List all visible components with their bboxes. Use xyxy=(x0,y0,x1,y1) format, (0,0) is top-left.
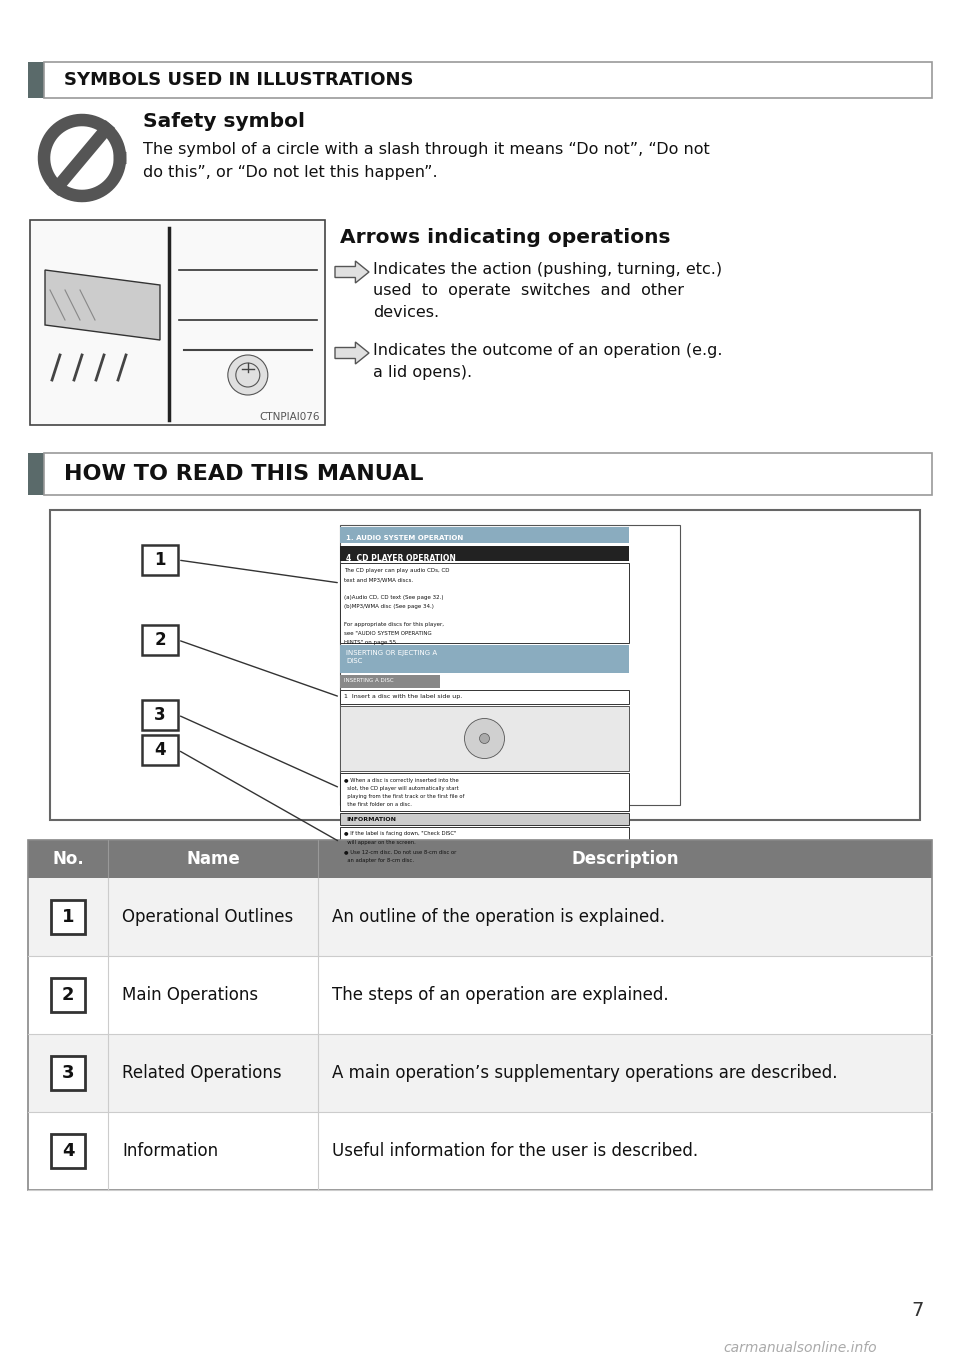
Text: Operational Outlines: Operational Outlines xyxy=(122,908,293,926)
Text: INSERTING OR EJECTING A
DISC: INSERTING OR EJECTING A DISC xyxy=(346,650,437,664)
Bar xyxy=(142,700,178,730)
Text: CTNPIAI076: CTNPIAI076 xyxy=(259,412,320,422)
Text: playing from the first track or the first file of: playing from the first track or the firs… xyxy=(344,794,465,800)
Text: 3: 3 xyxy=(61,1064,74,1083)
Text: a lid opens).: a lid opens). xyxy=(373,364,472,379)
Polygon shape xyxy=(335,341,369,364)
Bar xyxy=(28,1034,932,1112)
Text: 2: 2 xyxy=(61,986,74,1004)
Text: HOW TO READ THIS MANUAL: HOW TO READ THIS MANUAL xyxy=(64,464,423,484)
Text: 1  Insert a disc with the label side up.: 1 Insert a disc with the label side up. xyxy=(344,694,463,699)
Text: Indicates the outcome of an operation (e.g.: Indicates the outcome of an operation (e… xyxy=(373,343,723,358)
Text: Description: Description xyxy=(571,850,679,868)
Text: (a)Audio CD, CD text (See page 32.): (a)Audio CD, CD text (See page 32.) xyxy=(344,596,444,600)
Text: 1. AUDIO SYSTEM OPERATION: 1. AUDIO SYSTEM OPERATION xyxy=(346,534,464,541)
Text: For appropriate discs for this player,: For appropriate discs for this player, xyxy=(344,622,444,627)
Text: Safety symbol: Safety symbol xyxy=(143,112,305,131)
Text: 3: 3 xyxy=(155,706,166,724)
Text: Indicates the action (pushing, turning, etc.): Indicates the action (pushing, turning, … xyxy=(373,262,722,277)
Bar xyxy=(340,525,680,805)
Text: INSERTING A DISC: INSERTING A DISC xyxy=(344,679,394,683)
Text: Main Operations: Main Operations xyxy=(122,986,258,1004)
Bar xyxy=(44,63,932,98)
Text: used  to  operate  switches  and  other: used to operate switches and other xyxy=(373,283,684,298)
Text: do this”, or “Do not let this happen”.: do this”, or “Do not let this happen”. xyxy=(143,165,438,180)
Bar xyxy=(142,545,178,575)
Bar xyxy=(28,840,932,879)
Text: 4: 4 xyxy=(155,741,166,759)
Text: HINTS" on page 55.: HINTS" on page 55. xyxy=(344,641,397,645)
Bar xyxy=(28,1112,932,1190)
Polygon shape xyxy=(335,261,369,283)
Text: (b)MP3/WMA disc (See page 34.): (b)MP3/WMA disc (See page 34.) xyxy=(344,604,434,609)
Bar xyxy=(28,63,44,98)
Text: will appear on the screen.: will appear on the screen. xyxy=(344,840,416,845)
Text: Information: Information xyxy=(122,1142,218,1160)
Bar xyxy=(340,706,629,771)
Text: INFORMATION: INFORMATION xyxy=(346,817,396,821)
Text: ● If the label is facing down, "Check DISC": ● If the label is facing down, "Check DI… xyxy=(344,831,456,836)
Text: Arrows indicating operations: Arrows indicating operations xyxy=(340,228,670,248)
Text: the first folder on a disc.: the first folder on a disc. xyxy=(344,802,412,806)
Bar xyxy=(142,626,178,656)
Text: 1: 1 xyxy=(61,908,74,926)
Text: ● Use 12-cm disc. Do not use 8-cm disc or: ● Use 12-cm disc. Do not use 8-cm disc o… xyxy=(344,849,456,854)
Bar xyxy=(51,900,85,934)
Text: devices.: devices. xyxy=(373,305,439,320)
Text: 4: 4 xyxy=(61,1142,74,1160)
Circle shape xyxy=(236,363,260,388)
Bar xyxy=(340,526,629,543)
Bar xyxy=(340,563,629,643)
Text: A main operation’s supplementary operations are described.: A main operation’s supplementary operati… xyxy=(332,1064,837,1083)
Circle shape xyxy=(228,355,268,394)
Circle shape xyxy=(465,718,505,759)
Circle shape xyxy=(479,733,490,744)
Text: ● When a disc is correctly inserted into the: ● When a disc is correctly inserted into… xyxy=(344,778,459,783)
Bar xyxy=(51,978,85,1012)
Text: The steps of an operation are explained.: The steps of an operation are explained. xyxy=(332,986,668,1004)
Bar xyxy=(51,1134,85,1168)
Bar xyxy=(28,453,44,495)
Text: carmanualsonline.info: carmanualsonline.info xyxy=(723,1341,876,1355)
Bar xyxy=(28,956,932,1034)
Text: No.: No. xyxy=(52,850,84,868)
Text: see "AUDIO SYSTEM OPERATING: see "AUDIO SYSTEM OPERATING xyxy=(344,631,432,636)
Text: 4  CD PLAYER OPERATION: 4 CD PLAYER OPERATION xyxy=(346,554,456,563)
Polygon shape xyxy=(45,271,160,340)
Text: text and MP3/WMA discs.: text and MP3/WMA discs. xyxy=(344,577,413,582)
Text: Useful information for the user is described.: Useful information for the user is descr… xyxy=(332,1142,698,1160)
Text: 2: 2 xyxy=(155,631,166,649)
Bar xyxy=(340,645,629,673)
Bar xyxy=(30,220,325,424)
Bar xyxy=(28,840,932,1190)
Text: Related Operations: Related Operations xyxy=(122,1064,281,1083)
Bar xyxy=(340,772,629,811)
Bar xyxy=(340,675,440,688)
Bar xyxy=(28,879,932,956)
Bar xyxy=(340,827,629,865)
Bar xyxy=(340,813,629,826)
Text: The CD player can play audio CDs, CD: The CD player can play audio CDs, CD xyxy=(344,568,449,573)
Bar xyxy=(142,734,178,764)
Text: An outline of the operation is explained.: An outline of the operation is explained… xyxy=(332,908,665,926)
Text: The symbol of a circle with a slash through it means “Do not”, “Do not: The symbol of a circle with a slash thro… xyxy=(143,141,709,156)
Text: 1: 1 xyxy=(155,551,166,568)
Bar xyxy=(44,453,932,495)
Bar xyxy=(50,510,920,820)
Text: Name: Name xyxy=(186,850,240,868)
Bar xyxy=(51,1055,85,1089)
Text: slot, the CD player will automatically start: slot, the CD player will automatically s… xyxy=(344,786,459,792)
Bar xyxy=(340,545,629,560)
Text: an adapter for 8-cm disc.: an adapter for 8-cm disc. xyxy=(344,858,414,864)
Text: 7: 7 xyxy=(912,1300,924,1319)
Bar xyxy=(340,690,629,704)
Text: SYMBOLS USED IN ILLUSTRATIONS: SYMBOLS USED IN ILLUSTRATIONS xyxy=(64,71,414,88)
